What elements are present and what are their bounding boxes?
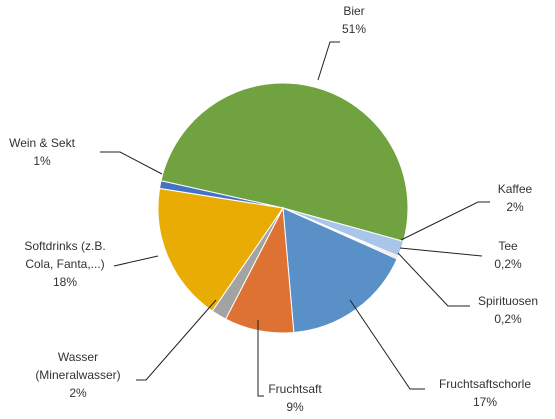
- leader-line: [349, 299, 425, 390]
- category-label: Kaffee: [498, 182, 533, 196]
- data-label: 1%: [33, 154, 51, 168]
- category-label: Bier: [343, 4, 364, 18]
- data-label: 51%: [342, 22, 366, 36]
- pie-slice: [157, 187, 284, 312]
- pie-slice: [282, 207, 398, 334]
- category-label: Softdrinks (z.B. Cola, Fanta,...): [24, 239, 105, 271]
- category-label: Spirituosen: [478, 294, 538, 308]
- pie-slice: [158, 180, 284, 209]
- category-label: Fruchtsaftschorle: [439, 377, 531, 391]
- category-label: Tee: [498, 239, 518, 253]
- leader-line: [100, 151, 163, 175]
- data-label: 17%: [473, 395, 497, 409]
- data-label: 0,2%: [494, 312, 522, 326]
- leader-line: [113, 255, 159, 267]
- leader-line: [317, 41, 340, 81]
- data-label: 18%: [53, 275, 77, 289]
- leader-line: [397, 252, 470, 307]
- data-label: 2%: [69, 386, 87, 400]
- leader-line: [399, 247, 483, 257]
- category-label: Wasser (Mineralwasser): [35, 350, 120, 382]
- data-label: 2%: [506, 200, 524, 214]
- pie-slice: [160, 82, 409, 242]
- category-label: Wein & Sekt: [9, 136, 75, 150]
- data-label: 9%: [286, 400, 304, 414]
- leader-line: [136, 299, 217, 381]
- leader-line: [400, 201, 490, 241]
- data-label: 0,2%: [494, 257, 522, 271]
- leader-line: [257, 320, 264, 397]
- category-label: Fruchtsaft: [268, 382, 322, 396]
